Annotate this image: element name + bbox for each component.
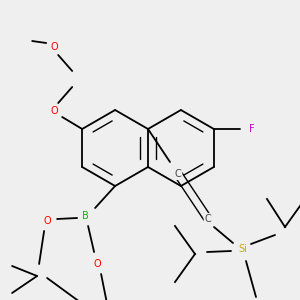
Text: O: O — [93, 259, 101, 269]
Text: F: F — [249, 124, 255, 134]
Text: B: B — [82, 211, 88, 221]
Text: C: C — [205, 214, 212, 224]
Text: C: C — [175, 169, 182, 179]
Text: O: O — [50, 42, 58, 52]
Text: O: O — [43, 216, 51, 226]
Text: O: O — [50, 106, 58, 116]
Text: Si: Si — [238, 244, 247, 254]
